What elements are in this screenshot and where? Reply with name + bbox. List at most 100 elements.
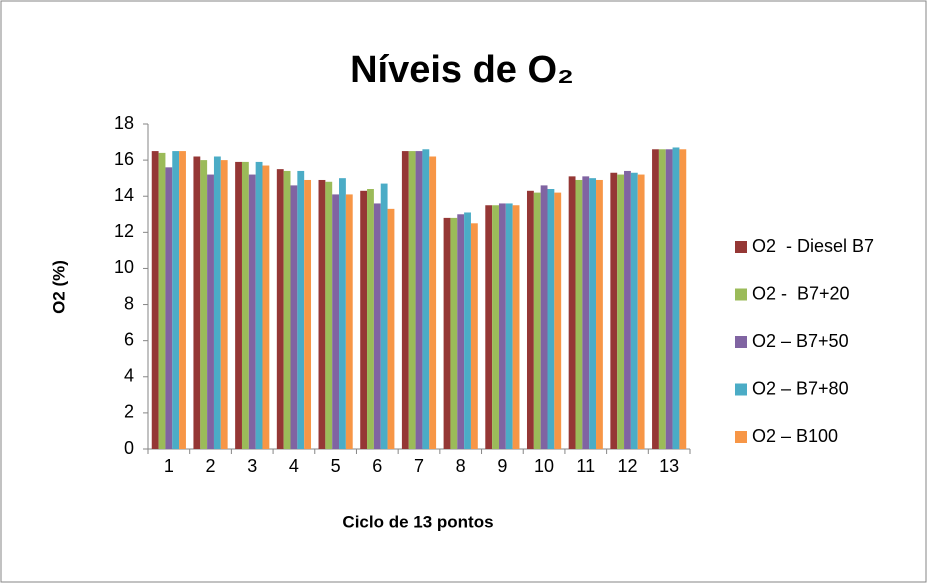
bar bbox=[158, 152, 166, 449]
legend-label: O2 - B7+20 bbox=[752, 283, 850, 303]
x-tick-label: 10 bbox=[534, 456, 554, 476]
bar bbox=[332, 194, 340, 449]
x-tick-label: 3 bbox=[247, 456, 257, 476]
bar bbox=[422, 149, 430, 449]
bar bbox=[485, 205, 493, 449]
y-tick-label: 4 bbox=[124, 366, 134, 386]
x-tick-label: 12 bbox=[617, 456, 637, 476]
x-tick-label: 13 bbox=[659, 456, 679, 476]
bar bbox=[179, 151, 186, 450]
x-tick-label: 6 bbox=[372, 456, 382, 476]
legend-swatch bbox=[735, 288, 747, 301]
bar bbox=[672, 147, 680, 449]
legend-swatch bbox=[735, 431, 747, 443]
bar bbox=[665, 149, 673, 449]
bar bbox=[464, 212, 471, 449]
bar bbox=[304, 179, 312, 449]
y-axis-label: O2 (%) bbox=[49, 260, 68, 314]
y-tick-label: 6 bbox=[124, 329, 134, 349]
bar bbox=[630, 172, 638, 449]
bar bbox=[165, 167, 173, 450]
chart-title: Níveis de O₂ bbox=[350, 49, 574, 91]
y-tick-label: 18 bbox=[114, 113, 134, 133]
bar bbox=[339, 178, 346, 449]
bar bbox=[220, 160, 228, 449]
x-tick-label: 11 bbox=[576, 456, 595, 476]
bar bbox=[373, 203, 381, 449]
x-tick-label: 2 bbox=[206, 456, 216, 476]
bar bbox=[276, 169, 284, 449]
bar bbox=[262, 165, 270, 449]
bar bbox=[624, 170, 631, 449]
bar bbox=[290, 185, 298, 449]
bar bbox=[408, 151, 416, 450]
bar bbox=[582, 176, 590, 449]
bar bbox=[568, 176, 576, 449]
bar bbox=[207, 174, 214, 450]
bar bbox=[387, 208, 395, 449]
bar bbox=[318, 179, 326, 449]
bar bbox=[380, 183, 388, 450]
x-tick-label: 4 bbox=[289, 456, 299, 476]
bar bbox=[429, 156, 437, 449]
bar bbox=[498, 203, 506, 449]
legend-label: O2 – B7+80 bbox=[752, 378, 849, 398]
x-axis-label: Ciclo de 13 pontos bbox=[342, 512, 493, 531]
legend-label: O2 – B100 bbox=[752, 426, 838, 446]
x-tick-label: 8 bbox=[456, 456, 466, 476]
y-tick-label: 2 bbox=[124, 402, 134, 422]
bar bbox=[297, 170, 305, 449]
bar bbox=[526, 190, 534, 450]
bar bbox=[533, 192, 541, 449]
x-tick-label: 9 bbox=[497, 456, 507, 476]
bar bbox=[540, 185, 548, 449]
bar bbox=[193, 156, 201, 449]
legend-label: O2 - Diesel B7 bbox=[752, 236, 874, 256]
bar bbox=[575, 179, 583, 449]
bar bbox=[658, 149, 666, 449]
legend-swatch bbox=[735, 241, 747, 253]
bar bbox=[200, 160, 208, 449]
bar bbox=[617, 174, 625, 450]
bar bbox=[360, 190, 368, 450]
y-tick-label: 16 bbox=[114, 149, 134, 169]
bar bbox=[512, 205, 520, 449]
bar bbox=[367, 189, 374, 449]
x-tick-label: 1 bbox=[164, 456, 174, 476]
bar bbox=[172, 151, 180, 450]
bar bbox=[547, 189, 555, 449]
bar bbox=[283, 170, 291, 449]
bar bbox=[443, 217, 451, 449]
bar bbox=[213, 156, 221, 449]
bar bbox=[235, 161, 242, 449]
bar bbox=[450, 217, 458, 449]
bar bbox=[652, 149, 659, 449]
x-tick-label: 7 bbox=[414, 456, 424, 476]
bar bbox=[415, 151, 423, 450]
bar bbox=[325, 181, 333, 449]
bar bbox=[589, 178, 597, 449]
bar bbox=[596, 179, 603, 449]
bar bbox=[492, 205, 499, 449]
bar bbox=[554, 192, 562, 449]
y-tick-label: 12 bbox=[114, 221, 134, 241]
y-tick-label: 14 bbox=[114, 185, 134, 205]
bar bbox=[470, 223, 478, 449]
legend-swatch bbox=[735, 383, 747, 396]
bar bbox=[637, 174, 645, 450]
bar bbox=[679, 149, 687, 449]
bar bbox=[241, 161, 249, 449]
x-tick-label: 5 bbox=[331, 456, 341, 476]
bar bbox=[457, 214, 465, 449]
y-tick-label: 8 bbox=[124, 293, 134, 313]
bar bbox=[505, 203, 513, 449]
bar bbox=[401, 151, 409, 450]
y-tick-label: 10 bbox=[114, 257, 134, 277]
y-tick-label: 0 bbox=[124, 438, 134, 458]
bar bbox=[610, 172, 618, 449]
bar bbox=[345, 194, 353, 449]
legend-label: O2 – B7+50 bbox=[752, 331, 849, 351]
bar bbox=[248, 174, 256, 450]
bar bbox=[255, 161, 263, 449]
